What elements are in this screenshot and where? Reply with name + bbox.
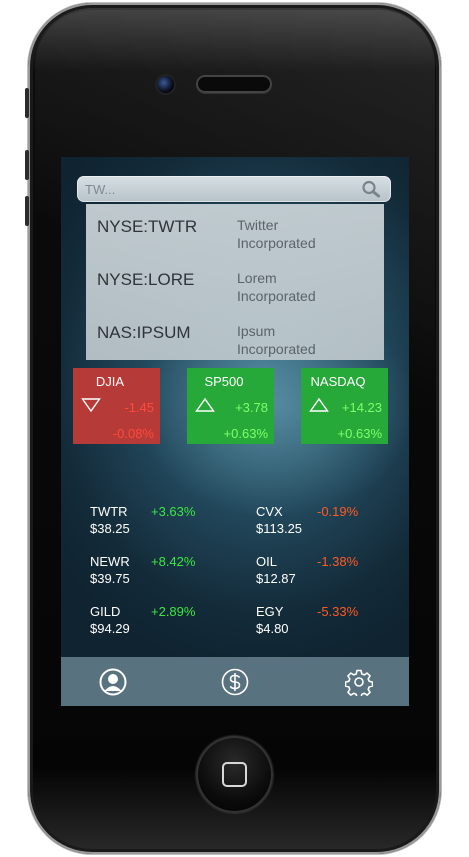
- dollar-icon[interactable]: [221, 668, 249, 696]
- index-change: -1.45: [124, 400, 154, 415]
- suggestion-item[interactable]: NYSE:LORE Lorem Incorporated: [86, 257, 384, 309]
- suggestion-symbol: NYSE:TWTR: [97, 217, 198, 236]
- watchlist-symbol: GILD: [90, 604, 121, 619]
- search-input[interactable]: [85, 179, 335, 199]
- watchlist-item[interactable]: EGY $4.80 -5.33%: [256, 604, 406, 644]
- index-name: NASDAQ: [310, 374, 366, 389]
- arrow-up-icon: [309, 397, 329, 412]
- watchlist-price: $12.87: [256, 571, 296, 586]
- watchlist-symbol: EGY: [256, 604, 284, 619]
- mute-switch: [25, 88, 29, 118]
- suggestion-company: Ipsum Incorporated: [237, 323, 316, 357]
- watchlist-item[interactable]: OIL $12.87 -1.38%: [256, 554, 406, 594]
- volume-up-button: [25, 150, 29, 180]
- front-camera: [157, 76, 174, 93]
- home-square-icon: [222, 762, 247, 787]
- suggestion-company: Twitter Incorporated: [237, 217, 316, 251]
- suggestion-symbol: NAS:IPSUM: [97, 323, 191, 342]
- watchlist-item[interactable]: CVX $113.25 -0.19%: [256, 504, 406, 544]
- watchlist-change: +3.63%: [151, 504, 196, 519]
- index-tile-sp500[interactable]: SP500 +3.78 +0.63%: [187, 368, 274, 444]
- index-change: +14.23: [341, 400, 382, 415]
- volume-down-button: [25, 196, 29, 226]
- search-suggestions: NYSE:TWTR Twitter Incorporated NYSE:LORE …: [86, 204, 384, 360]
- index-percent: -0.08%: [112, 426, 154, 441]
- watchlist-price: $38.25: [90, 521, 130, 536]
- watchlist-symbol: NEWR: [90, 554, 130, 569]
- watchlist-change: -0.19%: [317, 504, 359, 519]
- watchlist-price: $39.75: [90, 571, 130, 586]
- home-button[interactable]: [196, 736, 273, 813]
- index-tile-djia[interactable]: DJIA -1.45 -0.08%: [73, 368, 160, 444]
- arrow-down-icon: [81, 398, 101, 413]
- profile-icon[interactable]: [99, 668, 127, 696]
- watchlist-item[interactable]: TWTR $38.25 +3.63%: [90, 504, 240, 544]
- index-percent: +0.63%: [223, 426, 268, 441]
- watchlist-change: -5.33%: [317, 604, 359, 619]
- arrow-up-icon: [195, 397, 215, 412]
- suggestion-company: Lorem Incorporated: [237, 270, 316, 304]
- gear-icon[interactable]: [345, 668, 373, 696]
- suggestion-symbol: NYSE:LORE: [97, 270, 195, 289]
- watchlist-price: $113.25: [256, 521, 303, 536]
- watchlist-item[interactable]: NEWR $39.75 +8.42%: [90, 554, 240, 594]
- watchlist-price: $4.80: [256, 621, 289, 636]
- suggestion-item[interactable]: NAS:IPSUM Ipsum Incorporated: [86, 310, 384, 362]
- watchlist-change: +2.89%: [151, 604, 196, 619]
- watchlist-symbol: TWTR: [90, 504, 128, 519]
- earpiece-speaker: [196, 75, 272, 93]
- watchlist-item[interactable]: GILD $94.29 +2.89%: [90, 604, 240, 644]
- index-percent: +0.63%: [337, 426, 382, 441]
- watchlist-symbol: OIL: [256, 554, 277, 569]
- suggestion-item[interactable]: NYSE:TWTR Twitter Incorporated: [86, 204, 384, 256]
- index-change: +3.78: [235, 400, 268, 415]
- index-name: DJIA: [95, 374, 125, 389]
- watchlist-symbol: CVX: [256, 504, 283, 519]
- watchlist-change: -1.38%: [317, 554, 359, 569]
- index-name: SP500: [204, 374, 244, 389]
- search-bar[interactable]: [77, 176, 391, 202]
- search-icon[interactable]: [361, 180, 381, 198]
- index-tile-nasdaq[interactable]: NASDAQ +14.23 +0.63%: [301, 368, 388, 444]
- watchlist-price: $94.29: [90, 621, 130, 636]
- tab-bar: [61, 657, 409, 706]
- watchlist-change: +8.42%: [151, 554, 196, 569]
